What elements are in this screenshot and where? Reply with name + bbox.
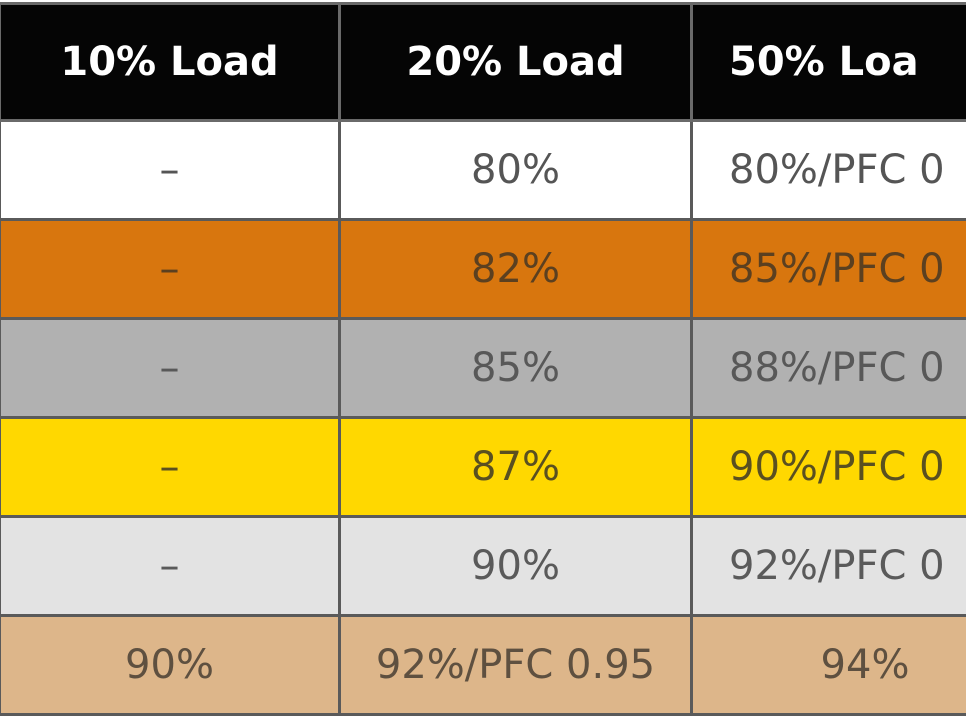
table-cell: 87%: [338, 416, 693, 518]
table-body: –80% 80%/PFC 0–82% 85%/PFC 0–85% 88%/PFC 0–…: [0, 119, 966, 716]
table-cell: 82%: [338, 218, 693, 320]
header-cell: 50% Loa: [690, 2, 966, 122]
header-row: 10% Load 20% Load 50% Loa: [0, 2, 966, 122]
table-row: 90% 92%/PFC 0.95 94%: [0, 614, 966, 716]
table-cell: 94%: [690, 614, 966, 716]
table-cell: 85%/PFC 0: [690, 218, 966, 320]
table-cell: 92%/PFC 0.95: [338, 614, 693, 716]
table-cell: –: [0, 119, 341, 221]
table-cell: 90%/PFC 0: [690, 416, 966, 518]
table-cell: 80%/PFC 0: [690, 119, 966, 221]
table-cell: –: [0, 218, 341, 320]
table-row: –85% 88%/PFC 0: [0, 317, 966, 419]
table-cell: –: [0, 317, 341, 419]
header-cell: 10% Load: [0, 2, 341, 122]
table-cell: 90%: [338, 515, 693, 617]
table-row: –87% 90%/PFC 0: [0, 416, 966, 518]
table-row: –80% 80%/PFC 0: [0, 119, 966, 221]
header-cell: 20% Load: [338, 2, 693, 122]
table-cell: 92%/PFC 0: [690, 515, 966, 617]
table-row: –82% 85%/PFC 0: [0, 218, 966, 320]
table-cell: 85%: [338, 317, 693, 419]
table-cell: 80%: [338, 119, 693, 221]
table-cell: –: [0, 416, 341, 518]
table-cell: 90%: [0, 614, 341, 716]
table-cell: 88%/PFC 0: [690, 317, 966, 419]
table-cell: –: [0, 515, 341, 617]
table-row: –90% 92%/PFC 0: [0, 515, 966, 617]
